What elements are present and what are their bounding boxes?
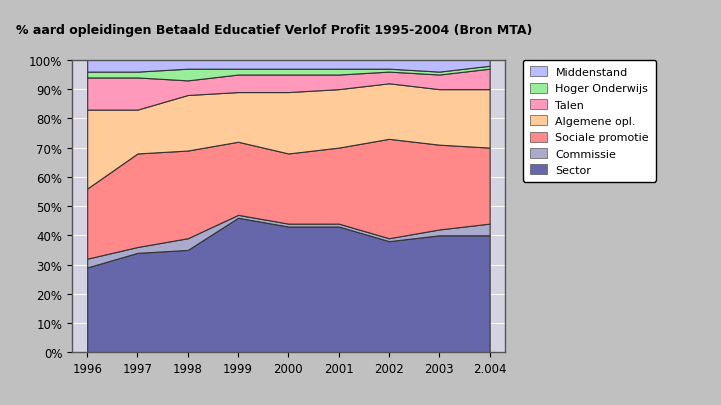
Legend: Middenstand, Hoger Onderwijs, Talen, Algemene opl., Sociale promotie, Commissie,: Middenstand, Hoger Onderwijs, Talen, Alg… bbox=[523, 60, 655, 182]
Text: % aard opleidingen Betaald Educatief Verlof Profit 1995-2004 (Bron MTA): % aard opleidingen Betaald Educatief Ver… bbox=[16, 24, 532, 37]
